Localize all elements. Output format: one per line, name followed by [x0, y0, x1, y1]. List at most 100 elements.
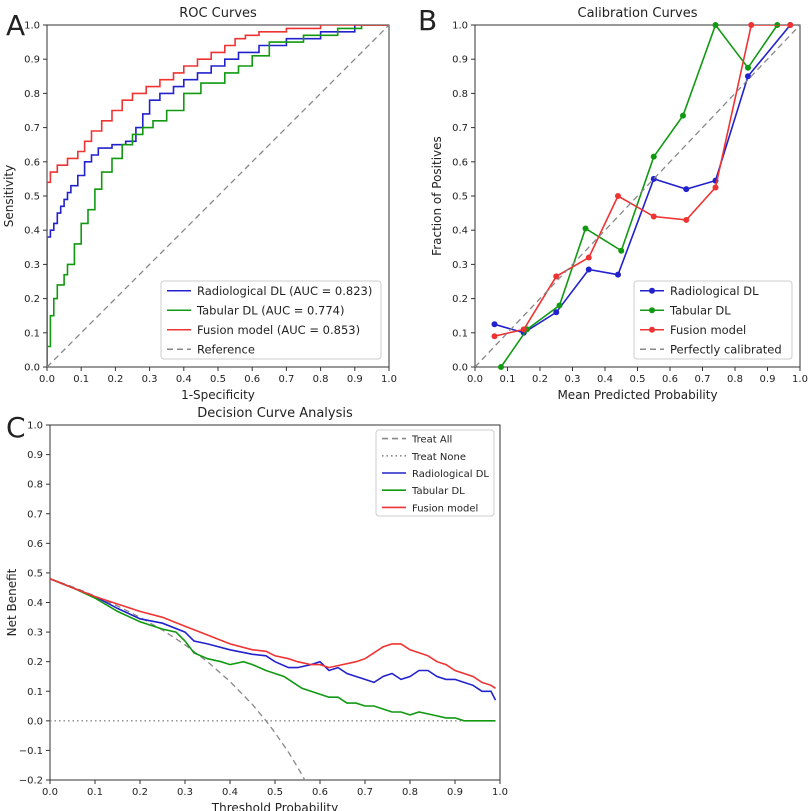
calibration-data-point	[745, 73, 751, 80]
calibration-xtick-label: 1.0	[792, 374, 808, 385]
dca-ytick-label: 0.1	[27, 687, 43, 698]
roc-ytick-label: 0.1	[24, 328, 40, 339]
calibration-xtick-label: 0.9	[760, 374, 776, 385]
calibration-data-point	[712, 22, 719, 28]
dca-ytick-label: 1.0	[27, 421, 43, 432]
roc-xtick-label: 0.0	[39, 374, 55, 385]
panel-letter-a: A	[6, 9, 25, 42]
roc-xlabel: 1-Specificity	[181, 388, 255, 402]
roc-ytick-label: 0.5	[24, 192, 40, 203]
dca-xtick-label: 0.6	[312, 787, 328, 798]
calibration-data-point	[553, 273, 560, 280]
calibration-legend-label: Radiological DL	[670, 284, 759, 298]
dca-ytick-label: 0.7	[27, 509, 43, 520]
calibration-data-point	[491, 333, 498, 340]
dca-series-fusion-line	[50, 578, 496, 689]
calibration-legend-marker	[649, 287, 655, 294]
dca-xtick-label: 0.4	[222, 787, 238, 798]
calibration-legend-label: Perfectly calibrated	[670, 342, 782, 356]
roc-xtick-label: 0.9	[347, 374, 363, 385]
roc-xtick-label: 0.5	[210, 374, 226, 385]
calibration-data-point	[491, 321, 498, 328]
roc-series-radiological-line	[47, 25, 389, 367]
calibration-data-point	[520, 326, 527, 333]
dca-xtick-label: 0.2	[132, 787, 148, 798]
calibration-data-point	[618, 247, 625, 254]
calibration-series-perfectly-line	[475, 25, 800, 367]
dca-xtick-label: 0.3	[177, 787, 193, 798]
calibration-ytick-label: 0.5	[452, 192, 468, 203]
roc-chart: 0.0 0.1 0.2 0.3 0.4 0.5 0.6 0.7 0.8 0.9 1.0 0.0 0.1 0…	[2, 6, 397, 402]
calibration-xtick-label: 0.3	[565, 374, 581, 385]
dca-legend-label: Treat All	[411, 435, 452, 446]
dca-legend-label: Tabular DL	[411, 486, 465, 497]
panel-letter-c: C	[6, 411, 26, 444]
roc-ytick-label: 0.3	[24, 260, 40, 271]
roc-legend-label: Fusion model (AUC = 0.853)	[197, 323, 360, 337]
calibration-series-radiological-line	[494, 25, 791, 334]
dca-series-tabular-line	[50, 578, 496, 722]
dca-ytick-label: 0.0	[27, 716, 43, 727]
roc-legend-label: Tabular DL (AUC = 0.774)	[196, 303, 344, 317]
calibration-series-fusion-line	[494, 25, 791, 337]
dca-ytick-label: −0.1	[19, 746, 43, 757]
dca-series-treat-line	[50, 578, 306, 780]
dca-xtick-label: 0.7	[357, 787, 373, 798]
roc-xtick-label: 0.1	[73, 374, 89, 385]
calibration-ytick-label: 0.6	[452, 157, 468, 168]
calibration-xtick-label: 0.0	[467, 374, 483, 385]
dca-xlabel: Threshold Probability	[211, 801, 338, 811]
roc-ytick-label: 1.0	[24, 21, 40, 32]
roc-ytick-label: 0.4	[24, 226, 40, 237]
calibration-data-point	[712, 184, 719, 191]
dca-legend	[375, 429, 495, 517]
calibration-xtick-label: 0.8	[727, 374, 743, 385]
calibration-data-point	[498, 364, 504, 370]
roc-ytick-label: 0.0	[24, 363, 40, 374]
roc-legend-label: Radiological DL (AUC = 0.823)	[197, 284, 372, 298]
calibration-ytick-label: 0.2	[452, 294, 468, 305]
panel-letter-b: B	[418, 4, 437, 37]
calibration-ytick-label: 0.1	[452, 328, 468, 339]
calibration-data-point	[615, 193, 621, 199]
dca-legend-label: Treat None	[411, 452, 466, 463]
calibration-data-point	[748, 22, 755, 28]
roc-legend-label: Reference	[197, 342, 255, 356]
roc-xtick-label: 0.7	[278, 374, 294, 385]
roc-xtick-label: 0.4	[176, 374, 192, 385]
roc-ylabel: Sensitivity	[2, 165, 16, 227]
dca-title: Decision Curve Analysis	[197, 406, 353, 421]
calibration-ytick-label: 0.8	[452, 89, 468, 100]
roc-series-fusion-line	[47, 25, 389, 367]
dca-ytick-label: 0.8	[27, 480, 43, 491]
calibration-xtick-label: 0.1	[500, 374, 516, 385]
calibration-legend-marker	[649, 307, 655, 314]
calibration-legend-label: Fusion model	[670, 323, 746, 337]
calibration-ytick-label: 0.4	[452, 226, 468, 237]
calibration-ytick-label: 0.9	[452, 55, 468, 66]
roc-ytick-label: 0.9	[24, 55, 40, 66]
roc-title: ROC Curves	[179, 6, 257, 21]
dca-ytick-label: 0.2	[27, 657, 43, 668]
calibration-title: Calibration Curves	[578, 6, 698, 21]
calibration-ytick-label: 0.7	[452, 123, 468, 134]
dca-ylabel: Net Benefit	[5, 568, 19, 636]
calibration-data-point	[556, 302, 563, 309]
calibration-data-point	[650, 213, 657, 220]
roc-series-reference-line	[47, 25, 389, 367]
roc-ytick-label: 0.2	[24, 294, 40, 305]
calibration-data-point	[680, 112, 686, 119]
roc-ytick-label: 0.8	[24, 89, 40, 100]
calibration-legend-label: Tabular DL	[669, 303, 731, 317]
dca-ytick-label: 0.5	[27, 568, 43, 579]
dca-ytick-label: −0.2	[19, 776, 43, 787]
calibration-data-point	[683, 186, 690, 193]
dca-ytick-label: 0.3	[27, 628, 43, 639]
dca-series-radiological-line	[50, 578, 497, 701]
roc-xtick-label: 0.2	[107, 374, 123, 385]
calibration-xtick-label: 0.5	[630, 374, 646, 385]
calibration-series-tabular-line	[500, 25, 778, 367]
dca-ytick-label: 0.4	[27, 598, 43, 609]
calibration-chart: 0.0 0.1 0.2 0.3 0.4 0.5 0.6 0.7 0.8 0.9 1.0 0.0 0.1 0…	[430, 6, 808, 402]
